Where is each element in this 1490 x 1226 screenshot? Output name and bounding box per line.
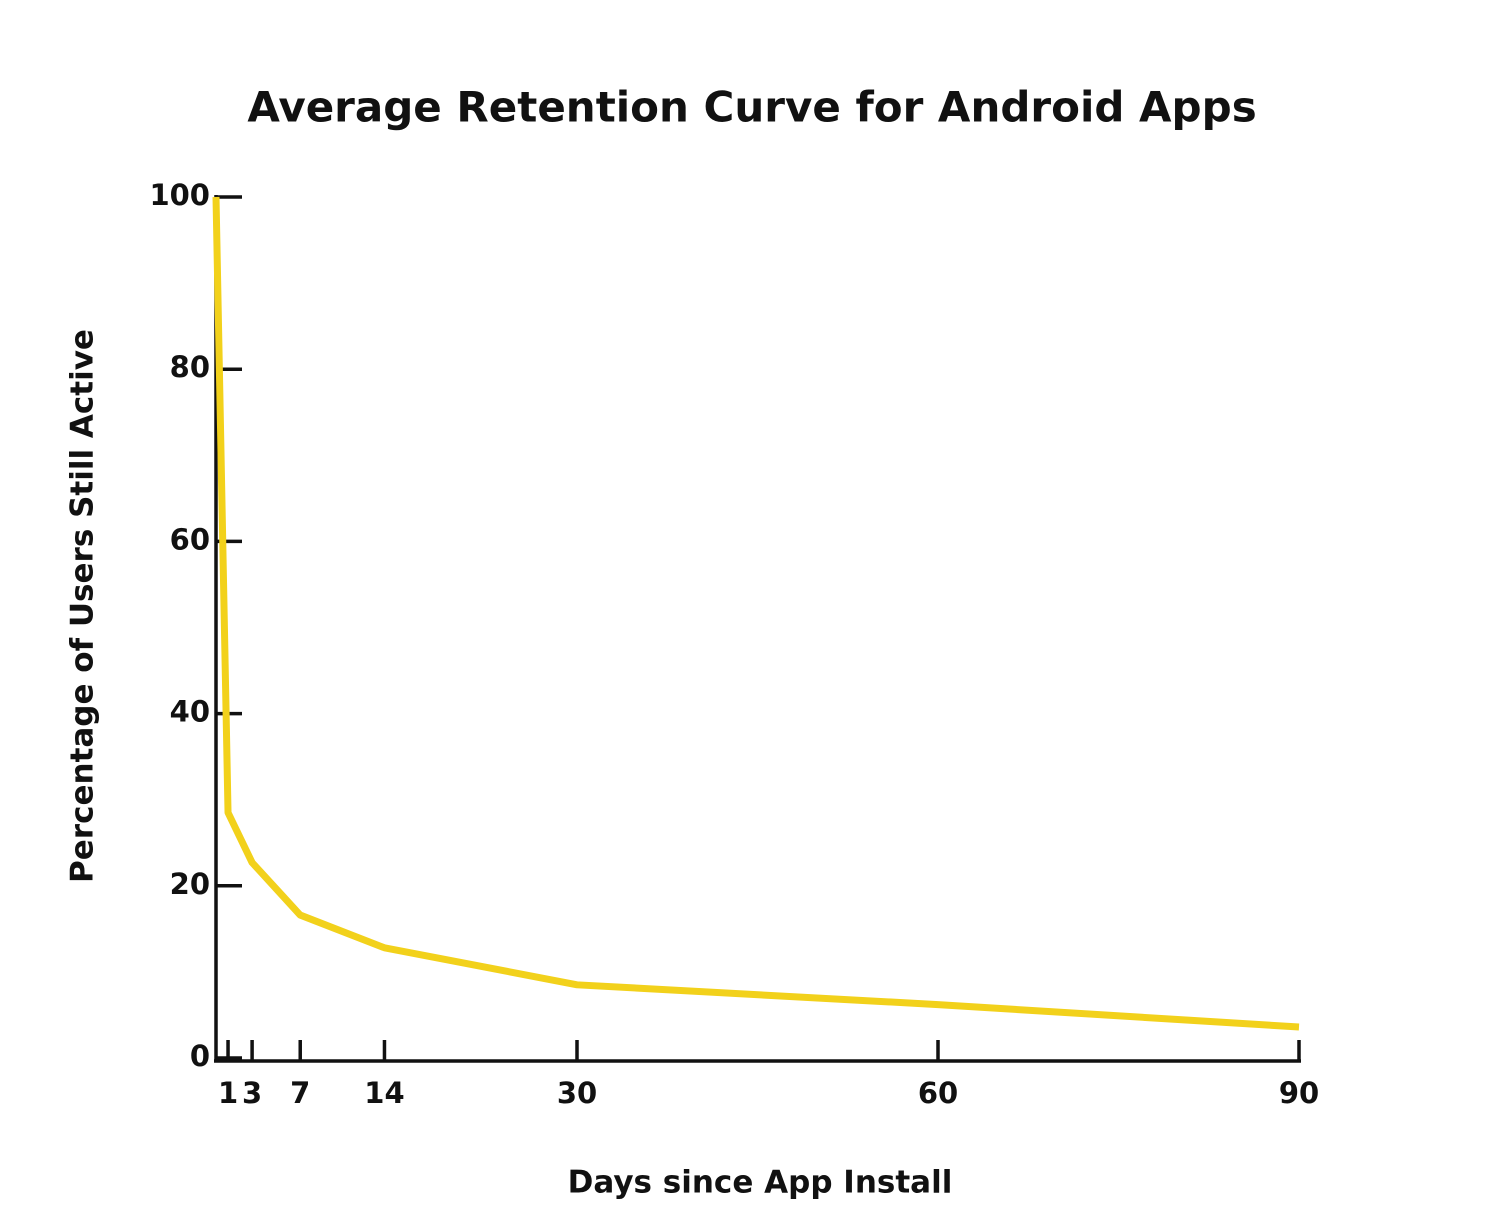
y-tick-label: 60 [170,522,210,556]
x-tick-label: 1 [218,1076,238,1110]
x-tick-label: 60 [918,1076,958,1110]
x-tick-label: 90 [1279,1076,1319,1110]
chart-title: Average Retention Curve for Android Apps [247,83,1256,132]
line [212,196,1300,1031]
x-tick-label: 7 [290,1076,310,1110]
y-axis-label: Percentage of Users Still Active [65,329,101,883]
y-tick-label: 20 [170,867,210,901]
x-tick-label: 3 [242,1076,262,1110]
y-tick-label: 0 [190,1039,210,1073]
y-tick-label: 40 [170,695,210,729]
y-tick-label: 100 [149,178,210,212]
x-tick-label: 14 [364,1076,404,1110]
x-tick-label: 30 [557,1076,597,1110]
y-tick-label: 80 [170,350,210,384]
x-axis-label: Days since App Install [568,1165,953,1201]
